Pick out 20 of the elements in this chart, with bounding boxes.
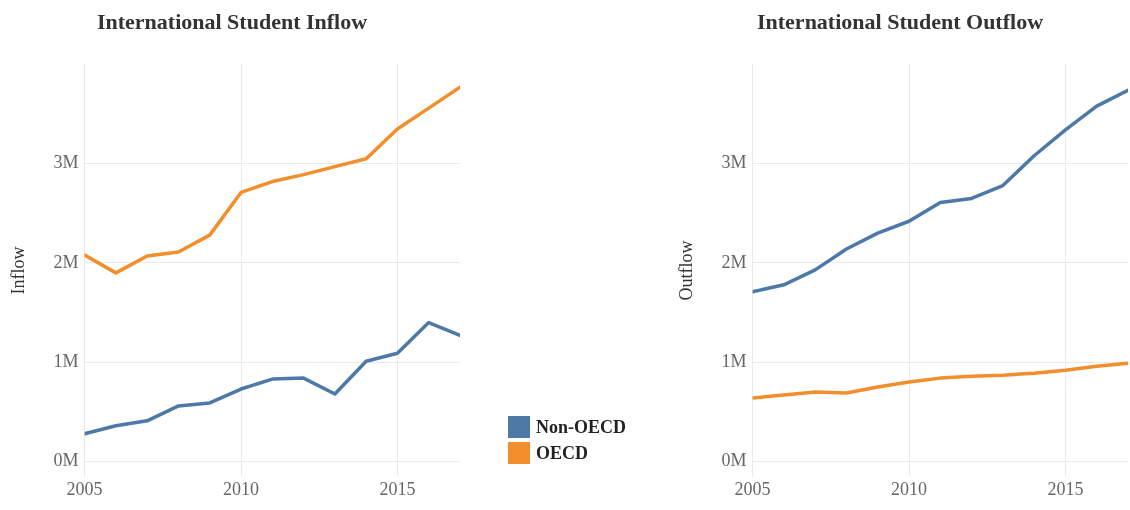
y-tick-label: 1M (53, 350, 79, 371)
chart-title: International Student Outflow (756, 8, 1044, 34)
x-tick-label: 2015 (379, 478, 416, 499)
y-tick-label: 2M (53, 251, 79, 272)
x-tick-label: 2005 (66, 478, 103, 499)
y-tick-label: 3M (53, 152, 79, 173)
x-tick-label: 2005 (734, 478, 771, 499)
y-axis-title: Inflow (7, 246, 28, 295)
legend-label: Non-OECD (536, 416, 627, 438)
y-tick-label: 2M (721, 251, 747, 272)
chart-title: International Student Inflow (96, 8, 368, 34)
legend-label: OECD (536, 442, 589, 464)
x-tick-label: 2010 (891, 478, 928, 499)
y-tick-label: 1M (721, 350, 747, 371)
y-tick-label: 3M (721, 152, 747, 173)
y-tick-label: 0M (721, 450, 747, 471)
x-tick-label: 2010 (223, 478, 260, 499)
x-tick-label: 2015 (1047, 478, 1084, 499)
y-axis-title: Outflow (675, 240, 696, 301)
y-tick-label: 0M (53, 450, 79, 471)
